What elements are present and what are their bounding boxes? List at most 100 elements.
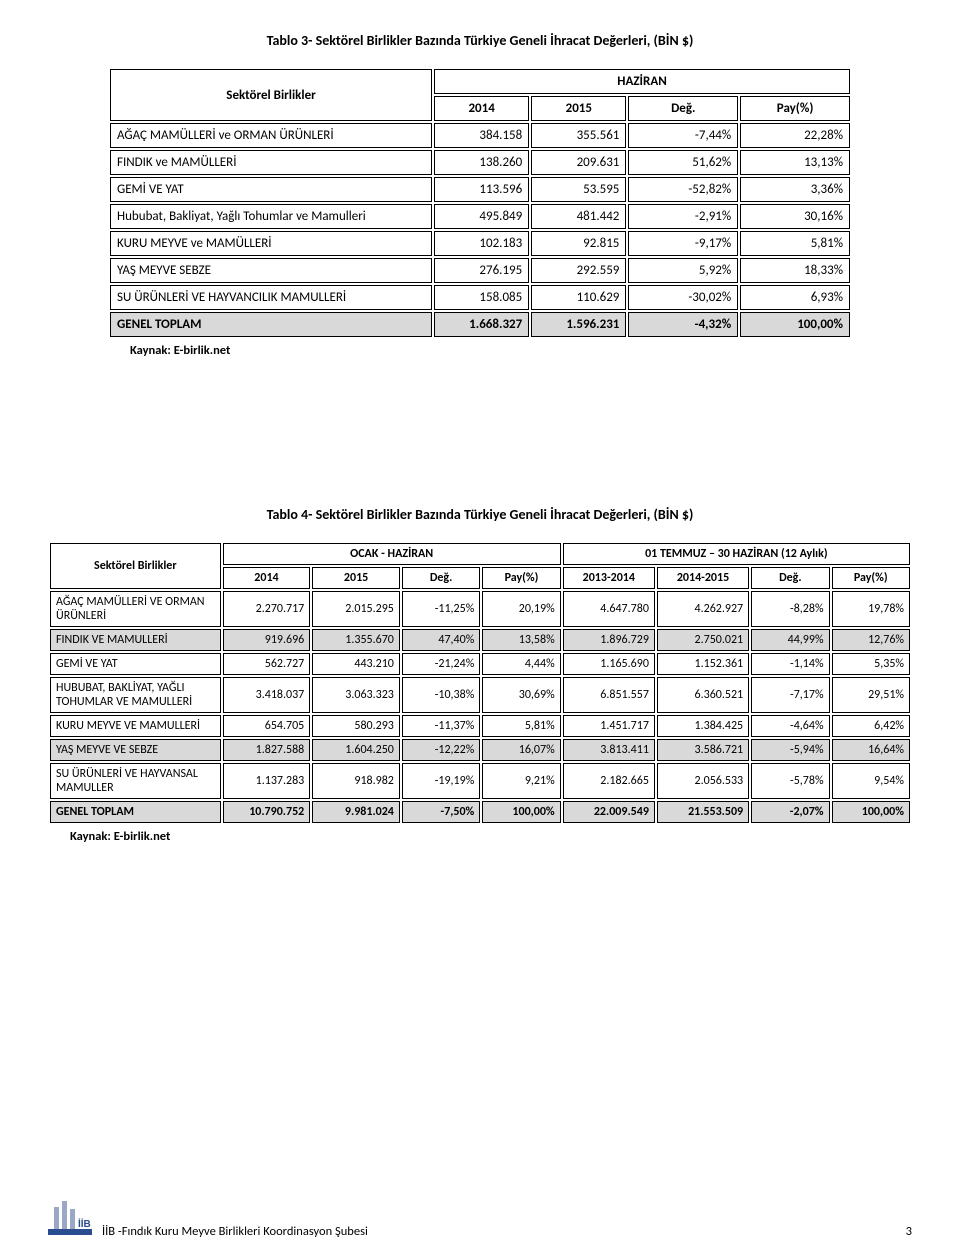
row-y2: 355.561: [531, 123, 626, 148]
row-p2y2: 3.586.721: [657, 739, 749, 761]
table2-total-p1y1: 10.790.752: [223, 801, 311, 823]
row-y2: 92.815: [531, 231, 626, 256]
row-share: 30,16%: [740, 204, 850, 229]
row-p2chg: -7,17%: [751, 677, 829, 713]
table1-total-row: GENEL TOPLAM 1.668.327 1.596.231 -4,32% …: [110, 312, 850, 337]
row-p2y1: 6.851.557: [563, 677, 655, 713]
table1-total-label: GENEL TOPLAM: [110, 312, 432, 337]
row-chg: -2,91%: [628, 204, 738, 229]
row-share: 13,13%: [740, 150, 850, 175]
row-chg: -7,44%: [628, 123, 738, 148]
table2-total-row: GENEL TOPLAM 10.790.752 9.981.024 -7,50%…: [50, 801, 910, 823]
table-row: GEMİ VE YAT562.727443.210-21,24%4,44%1.1…: [50, 653, 910, 675]
row-p2share: 9,54%: [832, 763, 910, 799]
footer-org: İİB -Fındık Kuru Meyve Birlikleri Koordi…: [102, 1224, 368, 1239]
row-p2share: 29,51%: [832, 677, 910, 713]
row-p1chg: -21,24%: [402, 653, 480, 675]
table1-total-y2: 1.596.231: [531, 312, 626, 337]
table2-rowlabel-header: Sektörel Birlikler: [50, 543, 221, 589]
table2-period2-header: 01 TEMMUZ – 30 HAZİRAN (12 Aylık): [563, 543, 910, 565]
row-p1share: 9,21%: [482, 763, 560, 799]
table2-total-p2share: 100,00%: [832, 801, 910, 823]
row-p1share: 20,19%: [482, 591, 560, 627]
row-p1share: 16,07%: [482, 739, 560, 761]
row-p2share: 16,64%: [832, 739, 910, 761]
table-row: Hububat, Bakliyat, Yağlı Tohumlar ve Mam…: [110, 204, 850, 229]
row-p1chg: -10,38%: [402, 677, 480, 713]
row-label: FINDIK VE MAMULLERİ: [50, 629, 221, 651]
row-p2y2: 4.262.927: [657, 591, 749, 627]
row-p1y1: 1.827.588: [223, 739, 311, 761]
table-row: KURU MEYVE VE MAMULLERİ654.705580.293-11…: [50, 715, 910, 737]
row-share: 18,33%: [740, 258, 850, 283]
row-p1y1: 654.705: [223, 715, 311, 737]
row-p1y2: 3.063.323: [312, 677, 400, 713]
table1-period-header: HAZİRAN: [434, 69, 850, 94]
row-label: YAŞ MEYVE SEBZE: [110, 258, 432, 283]
table2-total-p2y1: 22.009.549: [563, 801, 655, 823]
table2-total-p1share: 100,00%: [482, 801, 560, 823]
table2-p2-deg: Değ.: [751, 567, 829, 589]
table1-title: Tablo 3- Sektörel Birlikler Bazında Türk…: [48, 32, 912, 49]
table1-rowlabel-header: Sektörel Birlikler: [110, 69, 432, 121]
row-y1: 158.085: [434, 285, 529, 310]
table1-col-pay: Pay(%): [740, 96, 850, 121]
row-label: Hububat, Bakliyat, Yağlı Tohumlar ve Mam…: [110, 204, 432, 229]
table-row: HUBUBAT, BAKLİYAT, YAĞLI TOHUMLAR VE MAM…: [50, 677, 910, 713]
table2-p1-2014: 2014: [223, 567, 311, 589]
table2-total-p2y2: 21.553.509: [657, 801, 749, 823]
row-label: HUBUBAT, BAKLİYAT, YAĞLI TOHUMLAR VE MAM…: [50, 677, 221, 713]
row-p2y1: 1.896.729: [563, 629, 655, 651]
table2-p2-pay: Pay(%): [832, 567, 910, 589]
row-p2share: 6,42%: [832, 715, 910, 737]
row-p1chg: -12,22%: [402, 739, 480, 761]
table-row: KURU MEYVE ve MAMÜLLERİ102.18392.815-9,1…: [110, 231, 850, 256]
row-p2chg: -8,28%: [751, 591, 829, 627]
row-p1share: 4,44%: [482, 653, 560, 675]
row-y1: 102.183: [434, 231, 529, 256]
row-chg: -9,17%: [628, 231, 738, 256]
table-row: FINDIK ve MAMÜLLERİ138.260209.63151,62%1…: [110, 150, 850, 175]
table2-p1-2015: 2015: [312, 567, 400, 589]
row-p1y1: 562.727: [223, 653, 311, 675]
iib-logo-icon: İİB: [48, 1199, 92, 1239]
table-row: SU ÜRÜNLERİ VE HAYVANSAL MAMULLER1.137.2…: [50, 763, 910, 799]
table2-p2-2014-2015: 2014-2015: [657, 567, 749, 589]
footer-logo-block: İİB İİB -Fındık Kuru Meyve Birlikleri Ko…: [48, 1199, 368, 1239]
table2-period1-header: OCAK - HAZİRAN: [223, 543, 561, 565]
row-p2chg: -4,64%: [751, 715, 829, 737]
row-share: 6,93%: [740, 285, 850, 310]
row-label: FINDIK ve MAMÜLLERİ: [110, 150, 432, 175]
row-y1: 138.260: [434, 150, 529, 175]
row-p2y2: 2.056.533: [657, 763, 749, 799]
table-row: AĞAÇ MAMÜLLERİ VE ORMAN ÜRÜNLERİ2.270.71…: [50, 591, 910, 627]
row-p1share: 5,81%: [482, 715, 560, 737]
table2-total-label: GENEL TOPLAM: [50, 801, 221, 823]
row-label: AĞAÇ MAMÜLLERİ ve ORMAN ÜRÜNLERİ: [110, 123, 432, 148]
row-y1: 384.158: [434, 123, 529, 148]
row-label: YAŞ MEYVE VE SEBZE: [50, 739, 221, 761]
row-p2share: 19,78%: [832, 591, 910, 627]
table2-p1-pay: Pay(%): [482, 567, 560, 589]
row-label: KURU MEYVE VE MAMULLERİ: [50, 715, 221, 737]
row-p2y2: 2.750.021: [657, 629, 749, 651]
table2-total-p2chg: -2,07%: [751, 801, 829, 823]
row-share: 22,28%: [740, 123, 850, 148]
row-y2: 110.629: [531, 285, 626, 310]
row-p2share: 5,35%: [832, 653, 910, 675]
row-y2: 53.595: [531, 177, 626, 202]
row-chg: -52,82%: [628, 177, 738, 202]
table1-source: Kaynak: E-birlik.net: [48, 339, 912, 358]
row-p1share: 30,69%: [482, 677, 560, 713]
row-p1y1: 2.270.717: [223, 591, 311, 627]
svg-text:İİB: İİB: [78, 1217, 91, 1230]
row-p2chg: -5,78%: [751, 763, 829, 799]
row-chg: 51,62%: [628, 150, 738, 175]
row-p1y1: 1.137.283: [223, 763, 311, 799]
row-label: SU ÜRÜNLERİ VE HAYVANCILIK MAMULLERİ: [110, 285, 432, 310]
footer: İİB İİB -Fındık Kuru Meyve Birlikleri Ko…: [48, 1199, 912, 1239]
table2-source: Kaynak: E-birlik.net: [48, 825, 912, 844]
table1-col-deg: Değ.: [628, 96, 738, 121]
row-y2: 481.442: [531, 204, 626, 229]
row-p1y2: 1.604.250: [312, 739, 400, 761]
